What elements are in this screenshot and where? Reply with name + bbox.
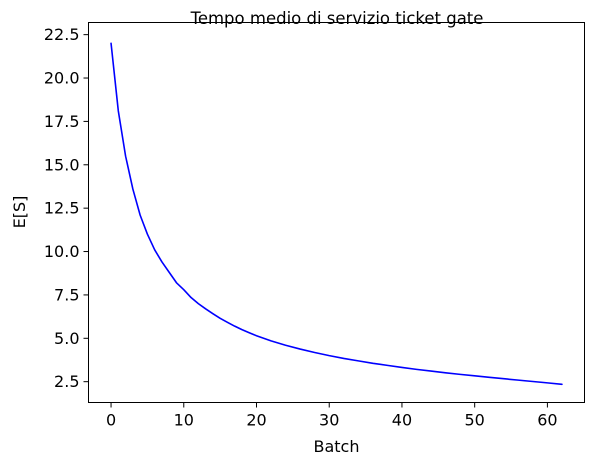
y-tick-label: 7.5 — [54, 285, 79, 304]
x-tick-label: 0 — [106, 411, 116, 430]
plot-area — [88, 22, 585, 403]
y-tick-label: 10.0 — [44, 242, 80, 261]
y-axis-title: E[S] — [10, 196, 29, 229]
x-axis: 0 10 20 30 40 50 60 — [106, 402, 558, 430]
y-tick-label: 22.5 — [44, 25, 80, 44]
y-tick-label: 15.0 — [44, 155, 80, 174]
x-tick-label: 50 — [465, 411, 485, 430]
y-tick-label: 5.0 — [54, 329, 79, 348]
x-tick-label: 60 — [537, 411, 557, 430]
x-tick-label: 40 — [392, 411, 412, 430]
x-axis-title: Batch — [314, 437, 360, 456]
y-axis: 2.5 5.0 7.5 10.0 12.5 15.0 17.5 20.0 22.5 — [44, 25, 89, 391]
chart-title: Tempo medio di servizio ticket gate — [190, 9, 484, 28]
y-tick-label: 12.5 — [44, 199, 80, 218]
y-tick-label: 17.5 — [44, 112, 80, 131]
y-tick-label: 20.0 — [44, 69, 80, 88]
x-tick-label: 20 — [246, 411, 266, 430]
x-tick-label: 10 — [174, 411, 194, 430]
y-tick-label: 2.5 — [54, 372, 79, 391]
plot-frame — [88, 22, 585, 403]
series-line — [110, 42, 563, 386]
x-tick-label: 30 — [319, 411, 339, 430]
